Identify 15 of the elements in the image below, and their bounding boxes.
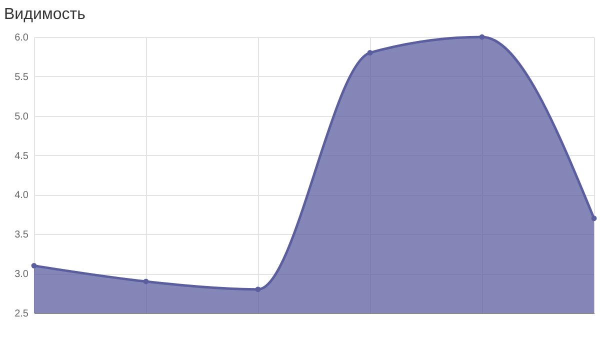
point xyxy=(367,50,373,56)
y-tick-label: 5.5 xyxy=(14,72,29,83)
chart-title: Видимость xyxy=(4,6,86,23)
y-tick-label: 6.0 xyxy=(14,32,29,44)
y-tick-label: 2.5 xyxy=(14,308,29,320)
point xyxy=(591,216,597,222)
point xyxy=(31,262,37,268)
y-tick-label: 4.0 xyxy=(14,190,29,202)
y-tick-label: 5.0 xyxy=(14,111,29,122)
y-tick-label: 3.0 xyxy=(14,269,29,280)
point xyxy=(255,286,261,292)
point xyxy=(143,278,149,284)
y-tick-label: 4.5 xyxy=(14,150,29,162)
y-tick-label: 3.5 xyxy=(14,230,29,241)
point xyxy=(479,34,485,40)
